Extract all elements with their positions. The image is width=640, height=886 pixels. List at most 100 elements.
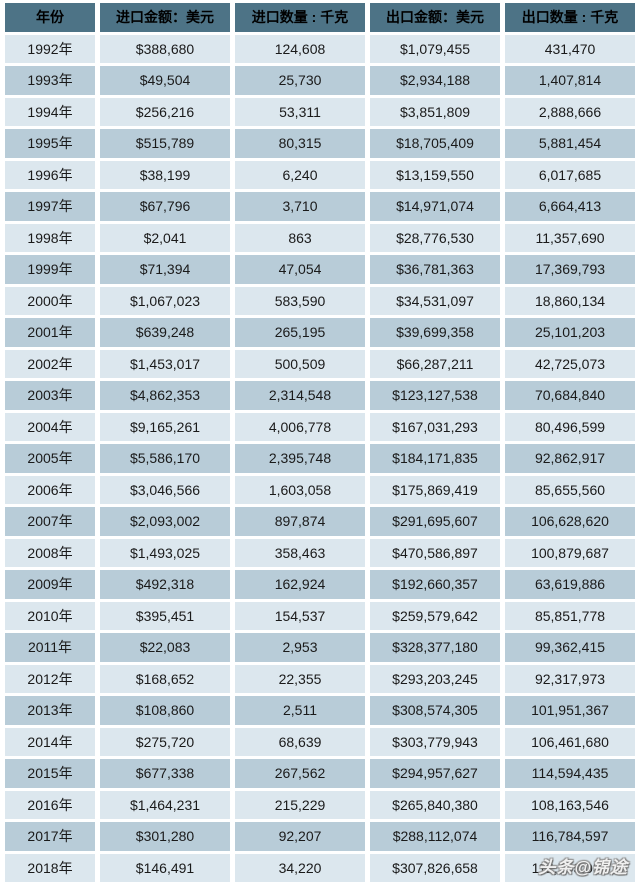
- export-value-cell: $18,705,409: [370, 129, 500, 158]
- year-cell: 1994年: [5, 97, 95, 126]
- table-row: 2015年 $677,338 267,562 $294,957,627 114,594,…: [5, 759, 635, 788]
- import-quantity-cell: 92,207: [235, 822, 365, 851]
- import-value-cell: $2,041: [100, 223, 230, 252]
- year-cell: 2006年: [5, 475, 95, 504]
- year-cell: 2018年: [5, 853, 95, 882]
- year-cell: 2017年: [5, 822, 95, 851]
- export-quantity-cell: 92,317,973: [505, 664, 635, 693]
- import-quantity-cell: 80,315: [235, 129, 365, 158]
- export-value-cell: $470,586,897: [370, 538, 500, 567]
- export-quantity-cell: 25,101,203: [505, 318, 635, 347]
- year-cell: 2015年: [5, 759, 95, 788]
- import-value-cell: $9,165,261: [100, 412, 230, 441]
- export-value-cell: $192,660,357: [370, 570, 500, 599]
- table-row: 2009年 $492,318 162,924 $192,660,357 63,619,8…: [5, 570, 635, 599]
- export-value-cell: $1,079,455: [370, 34, 500, 63]
- export-value-cell: $265,840,380: [370, 790, 500, 819]
- table-row: 1995年 $515,789 80,315 $18,705,409 5,881,454: [5, 129, 635, 158]
- import-value-cell: $4,862,353: [100, 381, 230, 410]
- table-row: 1999年 $71,394 47,054 $36,781,363 17,369,793: [5, 255, 635, 284]
- table-row: 2006年 $3,046,566 1,603,058 $175,869,419 85,6…: [5, 475, 635, 504]
- export-quantity-cell: 1,407,814: [505, 66, 635, 95]
- export-quantity-cell: 431,470: [505, 34, 635, 63]
- export-quantity-cell: 11,357,690: [505, 223, 635, 252]
- import-quantity-cell: 215,229: [235, 790, 365, 819]
- import-quantity-cell: 2,511: [235, 696, 365, 725]
- export-value-cell: $34,531,097: [370, 286, 500, 315]
- import-value-cell: $388,680: [100, 34, 230, 63]
- export-quantity-cell: 99,362,415: [505, 633, 635, 662]
- table-row: 2007年 $2,093,002 897,874 $291,695,607 106,62…: [5, 507, 635, 536]
- year-cell: 1993年: [5, 66, 95, 95]
- table-row: 1992年 $388,680 124,608 $1,079,455 431,470: [5, 34, 635, 63]
- export-quantity-cell: 108,163,546: [505, 790, 635, 819]
- table-row: 2010年 $395,451 154,537 $259,579,642 85,851,7…: [5, 601, 635, 630]
- year-cell: 2005年: [5, 444, 95, 473]
- import-value-cell: $275,720: [100, 727, 230, 756]
- import-quantity-cell: 583,590: [235, 286, 365, 315]
- export-value-cell: $14,971,074: [370, 192, 500, 221]
- export-value-cell: $184,171,835: [370, 444, 500, 473]
- import-value-cell: $22,083: [100, 633, 230, 662]
- export-value-cell: $294,957,627: [370, 759, 500, 788]
- table-row: 2005年 $5,586,170 2,395,748 $184,171,835 92,8…: [5, 444, 635, 473]
- export-value-cell: $36,781,363: [370, 255, 500, 284]
- import-quantity-cell: 154,537: [235, 601, 365, 630]
- table-row: 1993年 $49,504 25,730 $2,934,188 1,407,814: [5, 66, 635, 95]
- export-quantity-cell: 5,881,454: [505, 129, 635, 158]
- import-quantity-cell: 162,924: [235, 570, 365, 599]
- header-year: 年份: [5, 3, 95, 32]
- table-row: 2004年 $9,165,261 4,006,778 $167,031,293 80,4…: [5, 412, 635, 441]
- export-value-cell: $175,869,419: [370, 475, 500, 504]
- import-quantity-cell: 1,603,058: [235, 475, 365, 504]
- export-quantity-cell: 80,496,599: [505, 412, 635, 441]
- import-value-cell: $2,093,002: [100, 507, 230, 536]
- export-quantity-cell: 63,619,886: [505, 570, 635, 599]
- export-quantity-cell: 17,369,793: [505, 255, 635, 284]
- import-value-cell: $515,789: [100, 129, 230, 158]
- export-quantity-cell: 6,017,685: [505, 160, 635, 189]
- table-row: 2012年 $168,652 22,355 $293,203,245 92,317,97…: [5, 664, 635, 693]
- import-value-cell: $639,248: [100, 318, 230, 347]
- year-cell: 2011年: [5, 633, 95, 662]
- year-cell: 2016年: [5, 790, 95, 819]
- export-value-cell: $291,695,607: [370, 507, 500, 536]
- year-cell: 2012年: [5, 664, 95, 693]
- import-quantity-cell: 2,395,748: [235, 444, 365, 473]
- import-quantity-cell: 68,639: [235, 727, 365, 756]
- import-quantity-cell: 47,054: [235, 255, 365, 284]
- header-import-value: 进口金额：美元: [100, 3, 230, 32]
- table-row: 1997年 $67,796 3,710 $14,971,074 6,664,413: [5, 192, 635, 221]
- year-cell: 2002年: [5, 349, 95, 378]
- import-value-cell: $301,280: [100, 822, 230, 851]
- export-value-cell: $288,112,074: [370, 822, 500, 851]
- year-cell: 1998年: [5, 223, 95, 252]
- table-row: 2016年 $1,464,231 215,229 $265,840,380 108,16…: [5, 790, 635, 819]
- export-quantity-cell: 92,862,917: [505, 444, 635, 473]
- import-quantity-cell: 2,314,548: [235, 381, 365, 410]
- table-row: 2002年 $1,453,017 500,509 $66,287,211 42,725,…: [5, 349, 635, 378]
- year-cell: 2008年: [5, 538, 95, 567]
- export-value-cell: $308,574,305: [370, 696, 500, 725]
- import-quantity-cell: 897,874: [235, 507, 365, 536]
- year-cell: 2009年: [5, 570, 95, 599]
- year-cell: 2000年: [5, 286, 95, 315]
- import-quantity-cell: 265,195: [235, 318, 365, 347]
- export-value-cell: $293,203,245: [370, 664, 500, 693]
- import-quantity-cell: 267,562: [235, 759, 365, 788]
- year-cell: 2003年: [5, 381, 95, 410]
- export-value-cell: $167,031,293: [370, 412, 500, 441]
- export-value-cell: $66,287,211: [370, 349, 500, 378]
- table-row: 1998年 $2,041 863 $28,776,530 11,357,690: [5, 223, 635, 252]
- import-value-cell: $146,491: [100, 853, 230, 882]
- year-cell: 2013年: [5, 696, 95, 725]
- table-row: 2003年 $4,862,353 2,314,548 $123,127,538 70,6…: [5, 381, 635, 410]
- year-cell: 1997年: [5, 192, 95, 221]
- import-value-cell: $492,318: [100, 570, 230, 599]
- table-row: 2018年 $146,491 34,220 $307,826,658 112,703,0…: [5, 853, 635, 882]
- export-value-cell: $303,779,943: [370, 727, 500, 756]
- export-value-cell: $39,699,358: [370, 318, 500, 347]
- import-quantity-cell: 124,608: [235, 34, 365, 63]
- export-quantity-cell: 114,594,435: [505, 759, 635, 788]
